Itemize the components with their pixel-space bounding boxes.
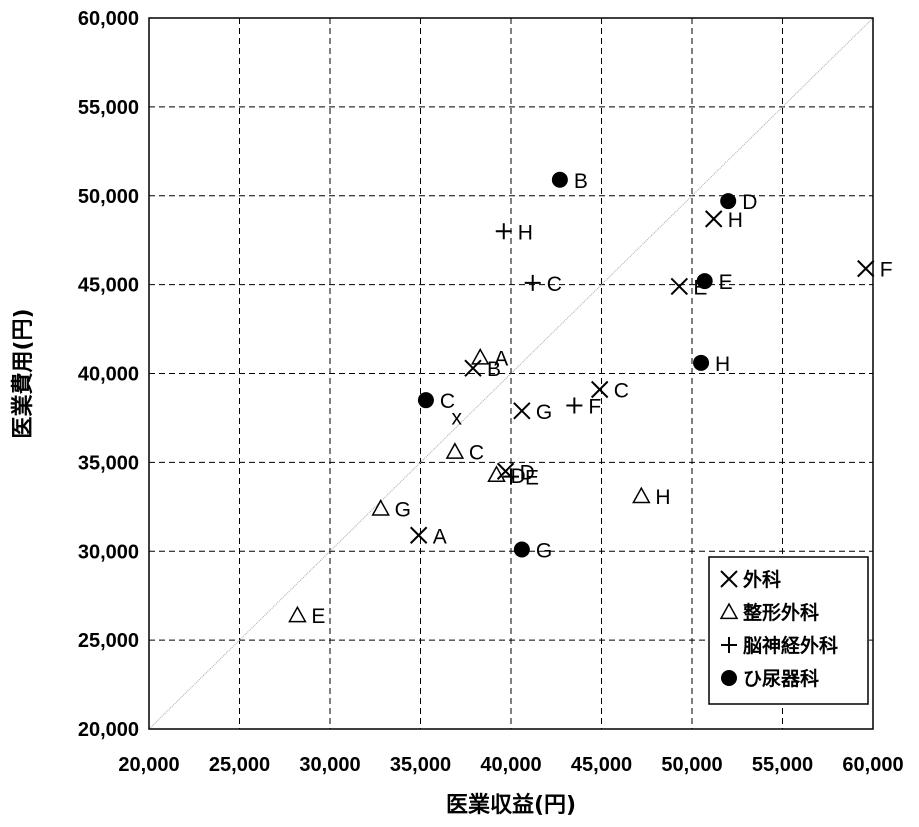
- legend-label: 整形外科: [743, 601, 819, 624]
- legend-label: 脳神経外科: [742, 634, 838, 657]
- y-tick-label: 20,000: [78, 719, 139, 741]
- annotations: x: [451, 407, 462, 430]
- point-label: E: [719, 271, 733, 294]
- point-x-marker: [409, 526, 428, 544]
- point-label: F: [588, 395, 601, 418]
- x-tick-label: 30,000: [299, 754, 360, 776]
- y-tick-label: 45,000: [78, 275, 139, 297]
- point-label: B: [574, 170, 588, 193]
- point-triangle-marker: [632, 486, 651, 504]
- point-x-marker: [857, 259, 875, 278]
- point-x-marker: [670, 277, 689, 296]
- legend-plus-marker: [721, 637, 737, 653]
- point-label: H: [518, 221, 533, 244]
- point-triangle-marker: [371, 499, 390, 516]
- x-tick-label: 35,000: [390, 754, 451, 776]
- point-circle-marker: [551, 171, 568, 188]
- y-tick-label: 55,000: [78, 97, 139, 119]
- point-plus-marker: [524, 274, 541, 291]
- point-plus-marker: [566, 397, 583, 414]
- legend-label: 外科: [743, 568, 781, 591]
- legend-circle-marker: [721, 670, 737, 686]
- point-label: A: [494, 348, 508, 371]
- point-label: C: [614, 379, 629, 402]
- point-triangle-marker: [445, 442, 465, 459]
- x-axis-label: 医業収益(円): [446, 792, 576, 818]
- x-tick-label: 60,000: [842, 754, 903, 776]
- x-tick-label: 50,000: [661, 754, 722, 776]
- point-x-marker: [705, 210, 723, 228]
- legend-triangle-marker: [719, 602, 739, 620]
- y-tick-label: 35,000: [78, 452, 139, 474]
- y-axis-label: 医業費用(円): [11, 308, 36, 438]
- point-label: A: [433, 525, 447, 548]
- point-label: H: [655, 486, 670, 509]
- point-x-marker: [464, 359, 482, 377]
- point-triangle-marker: [288, 605, 307, 623]
- point-label: D: [742, 191, 757, 214]
- x-tick-label: 20,000: [118, 754, 179, 776]
- point-label: D: [520, 461, 535, 484]
- point-label: G: [536, 401, 552, 424]
- point-x-marker: [513, 402, 531, 420]
- point-label: C: [440, 390, 455, 413]
- point-label: G: [536, 539, 552, 562]
- y-tick-label: 25,000: [78, 630, 139, 652]
- point-triangle-marker: [470, 347, 490, 365]
- point-plus-marker: [495, 223, 512, 240]
- y-tick-labels: 20,000 25,000 30,000 35,000 40,000 45,000 50,0…: [78, 8, 139, 741]
- point-circle-marker: [696, 273, 713, 290]
- point-label: G: [395, 499, 411, 522]
- point-label: F: [880, 259, 893, 282]
- point-label: C: [547, 273, 562, 296]
- point-circle-marker: [720, 193, 737, 210]
- point-circle-marker: [693, 354, 710, 371]
- point-plus-marker: [503, 468, 519, 485]
- point-label: B: [487, 358, 501, 381]
- point-x-marker: [590, 380, 609, 399]
- y-tick-label: 40,000: [78, 364, 139, 386]
- x-tick-label: 45,000: [571, 754, 632, 776]
- point-circle-marker: [513, 541, 530, 558]
- point-label: H: [728, 209, 743, 232]
- y-tick-label: 30,000: [78, 541, 139, 563]
- legend-x-marker: [720, 570, 738, 588]
- point-label: E: [311, 605, 325, 628]
- annotation-text: x: [451, 407, 462, 430]
- x-tick-label: 25,000: [209, 754, 270, 776]
- x-tick-labels: 20,000 25,000 30,000 35,000 40,000 45,000 50,0…: [118, 754, 903, 776]
- point-label: H: [715, 353, 730, 376]
- point-label: E: [525, 467, 539, 490]
- point-label: C: [469, 442, 484, 465]
- legend-label: ひ尿器科: [743, 667, 819, 690]
- point-circle-marker: [417, 392, 434, 409]
- x-tick-label: 55,000: [752, 754, 813, 776]
- point-triangle-marker: [487, 465, 506, 482]
- x-tick-label: 40,000: [480, 754, 541, 776]
- y-tick-label: 60,000: [78, 8, 139, 30]
- plot-area: [148, 17, 874, 730]
- y-tick-label: 50,000: [78, 186, 139, 208]
